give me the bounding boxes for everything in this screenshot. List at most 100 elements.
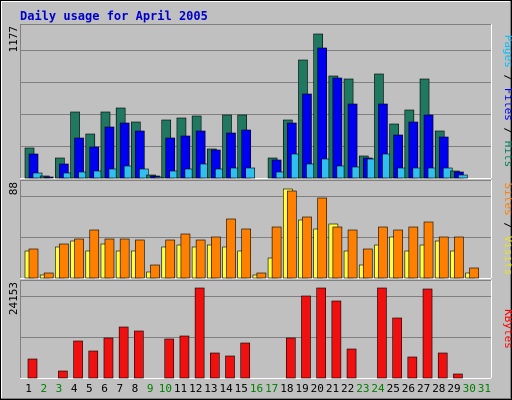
panel-visits-legend: Sites / Visits bbox=[502, 183, 512, 276]
panel-kbytes: 24153 KBytes bbox=[7, 280, 512, 379]
day-label-23: 23 bbox=[356, 382, 369, 395]
bar-visits-sites-day-20 bbox=[317, 197, 327, 279]
bar-visits-sites-day-29 bbox=[454, 236, 464, 279]
chart-title: Daily usage for April 2005 bbox=[20, 9, 208, 23]
bar-kbytes-kbytes-day-7 bbox=[118, 326, 129, 379]
bar-kbytes-kbytes-day-27 bbox=[422, 288, 433, 379]
bar-visits-sites-day-13 bbox=[211, 236, 221, 279]
bar-hits-pages-day-8 bbox=[139, 168, 149, 179]
day-label-14: 14 bbox=[219, 382, 233, 395]
bar-kbytes-kbytes-day-22 bbox=[346, 348, 357, 379]
bar-visits-sites-day-17 bbox=[271, 226, 282, 279]
bar-visits-sites-day-18 bbox=[286, 190, 297, 279]
panel-hits: 1177 Pages / Files / Hits bbox=[7, 24, 512, 179]
panel-kbytes-scale-label: 24153 bbox=[7, 282, 20, 315]
day-label-11: 11 bbox=[174, 382, 187, 395]
bar-visits-sites-day-27 bbox=[423, 221, 434, 279]
day-label-28: 28 bbox=[432, 382, 445, 395]
bar-kbytes-kbytes-day-19 bbox=[301, 295, 311, 379]
day-label-22: 22 bbox=[341, 382, 354, 395]
bar-visits-sites-day-30 bbox=[469, 267, 479, 279]
day-label-5: 5 bbox=[86, 382, 93, 395]
bar-kbytes-kbytes-day-21 bbox=[331, 300, 342, 379]
day-label-15: 15 bbox=[235, 382, 248, 395]
bar-hits-files-day-2 bbox=[43, 176, 54, 179]
bar-visits-sites-day-10 bbox=[165, 239, 176, 279]
day-label-24: 24 bbox=[371, 382, 385, 395]
day-label-25: 25 bbox=[387, 382, 400, 395]
panel-visits-legend-part: Sites bbox=[502, 183, 512, 216]
bar-visits-sites-day-16 bbox=[256, 272, 267, 279]
panel-hits-legend-part: / bbox=[502, 121, 512, 141]
bar-kbytes-kbytes-day-26 bbox=[407, 356, 418, 379]
panel-kbytes-legend: KBytes bbox=[502, 309, 512, 349]
day-label-3: 3 bbox=[56, 382, 63, 395]
day-label-26: 26 bbox=[402, 382, 415, 395]
bar-kbytes-kbytes-day-28 bbox=[437, 352, 448, 379]
bar-visits-sites-day-1 bbox=[28, 248, 39, 279]
panel-hits-scale-label: 1177 bbox=[7, 26, 20, 53]
day-label-9: 9 bbox=[147, 382, 154, 395]
bar-hits-pages-day-15 bbox=[245, 167, 256, 179]
bar-kbytes-kbytes-day-11 bbox=[179, 335, 190, 379]
bar-visits-sites-day-3 bbox=[59, 243, 69, 279]
panel-hits-legend-part: Hits bbox=[502, 141, 512, 168]
bar-visits-sites-day-26 bbox=[408, 226, 419, 279]
bar-visits-sites-day-11 bbox=[180, 233, 191, 279]
panel-kbytes-legend-part: KBytes bbox=[502, 309, 512, 349]
bar-kbytes-kbytes-day-10 bbox=[164, 338, 175, 379]
panel-hits-legend-part: / bbox=[502, 68, 512, 88]
day-label-7: 7 bbox=[116, 382, 123, 395]
day-label-19: 19 bbox=[295, 382, 308, 395]
bar-visits-sites-day-28 bbox=[438, 236, 449, 279]
bar-visits-sites-day-8 bbox=[135, 239, 145, 279]
bar-kbytes-kbytes-day-14 bbox=[225, 355, 235, 379]
bar-kbytes-kbytes-day-18 bbox=[285, 337, 296, 379]
day-label-20: 20 bbox=[311, 382, 324, 395]
day-label-8: 8 bbox=[132, 382, 139, 395]
day-label-31: 31 bbox=[478, 382, 491, 395]
day-label-17: 17 bbox=[265, 382, 278, 395]
day-label-30: 30 bbox=[463, 382, 476, 395]
bar-kbytes-kbytes-day-25 bbox=[392, 317, 402, 379]
bar-kbytes-kbytes-day-12 bbox=[194, 287, 205, 379]
bar-hits-files-day-20 bbox=[317, 47, 327, 179]
bar-visits-sites-day-22 bbox=[347, 229, 358, 279]
bar-visits-sites-day-6 bbox=[104, 238, 115, 279]
day-label-4: 4 bbox=[71, 382, 78, 395]
day-label-21: 21 bbox=[326, 382, 339, 395]
bar-visits-sites-day-12 bbox=[195, 239, 206, 279]
bar-visits-sites-day-21 bbox=[332, 226, 343, 279]
panel-hits-legend-part: Pages bbox=[502, 35, 512, 68]
day-label-6: 6 bbox=[101, 382, 108, 395]
bar-hits-pages-day-29 bbox=[458, 174, 468, 179]
day-label-16: 16 bbox=[250, 382, 263, 395]
bar-visits-sites-day-7 bbox=[119, 238, 130, 279]
bar-visits-sites-day-5 bbox=[89, 229, 100, 279]
bar-visits-sites-day-25 bbox=[393, 229, 403, 279]
day-label-1: 1 bbox=[25, 382, 32, 395]
day-label-2: 2 bbox=[40, 382, 47, 395]
bar-kbytes-kbytes-day-13 bbox=[210, 352, 220, 379]
panel-visits-scale-label: 88 bbox=[7, 182, 20, 195]
panel-hits-legend: Pages / Files / Hits bbox=[502, 35, 512, 168]
day-label-10: 10 bbox=[159, 382, 172, 395]
bar-visits-sites-day-24 bbox=[378, 226, 388, 279]
panel-visits-legend-part: / bbox=[502, 216, 512, 236]
bar-kbytes-kbytes-day-1 bbox=[27, 358, 38, 379]
bar-kbytes-kbytes-day-5 bbox=[88, 350, 99, 379]
bar-visits-sites-day-14 bbox=[226, 218, 236, 279]
bar-hits-files-day-21 bbox=[332, 77, 343, 179]
bar-kbytes-kbytes-day-24 bbox=[377, 287, 387, 379]
bar-kbytes-kbytes-day-3 bbox=[58, 370, 68, 379]
day-label-12: 12 bbox=[189, 382, 202, 395]
panel-visits: 88 Sites / Visits bbox=[7, 180, 512, 279]
bar-visits-sites-day-23 bbox=[362, 248, 373, 279]
bar-visits-sites-day-15 bbox=[241, 228, 252, 279]
bar-kbytes-kbytes-day-4 bbox=[73, 340, 83, 379]
bar-kbytes-kbytes-day-20 bbox=[316, 287, 326, 379]
bar-hits-pages-day-1 bbox=[32, 172, 43, 179]
panel-hits-legend-part: Files bbox=[502, 88, 512, 121]
panel-visits-legend-part: Visits bbox=[502, 236, 512, 276]
bar-visits-sites-day-9 bbox=[150, 264, 160, 279]
